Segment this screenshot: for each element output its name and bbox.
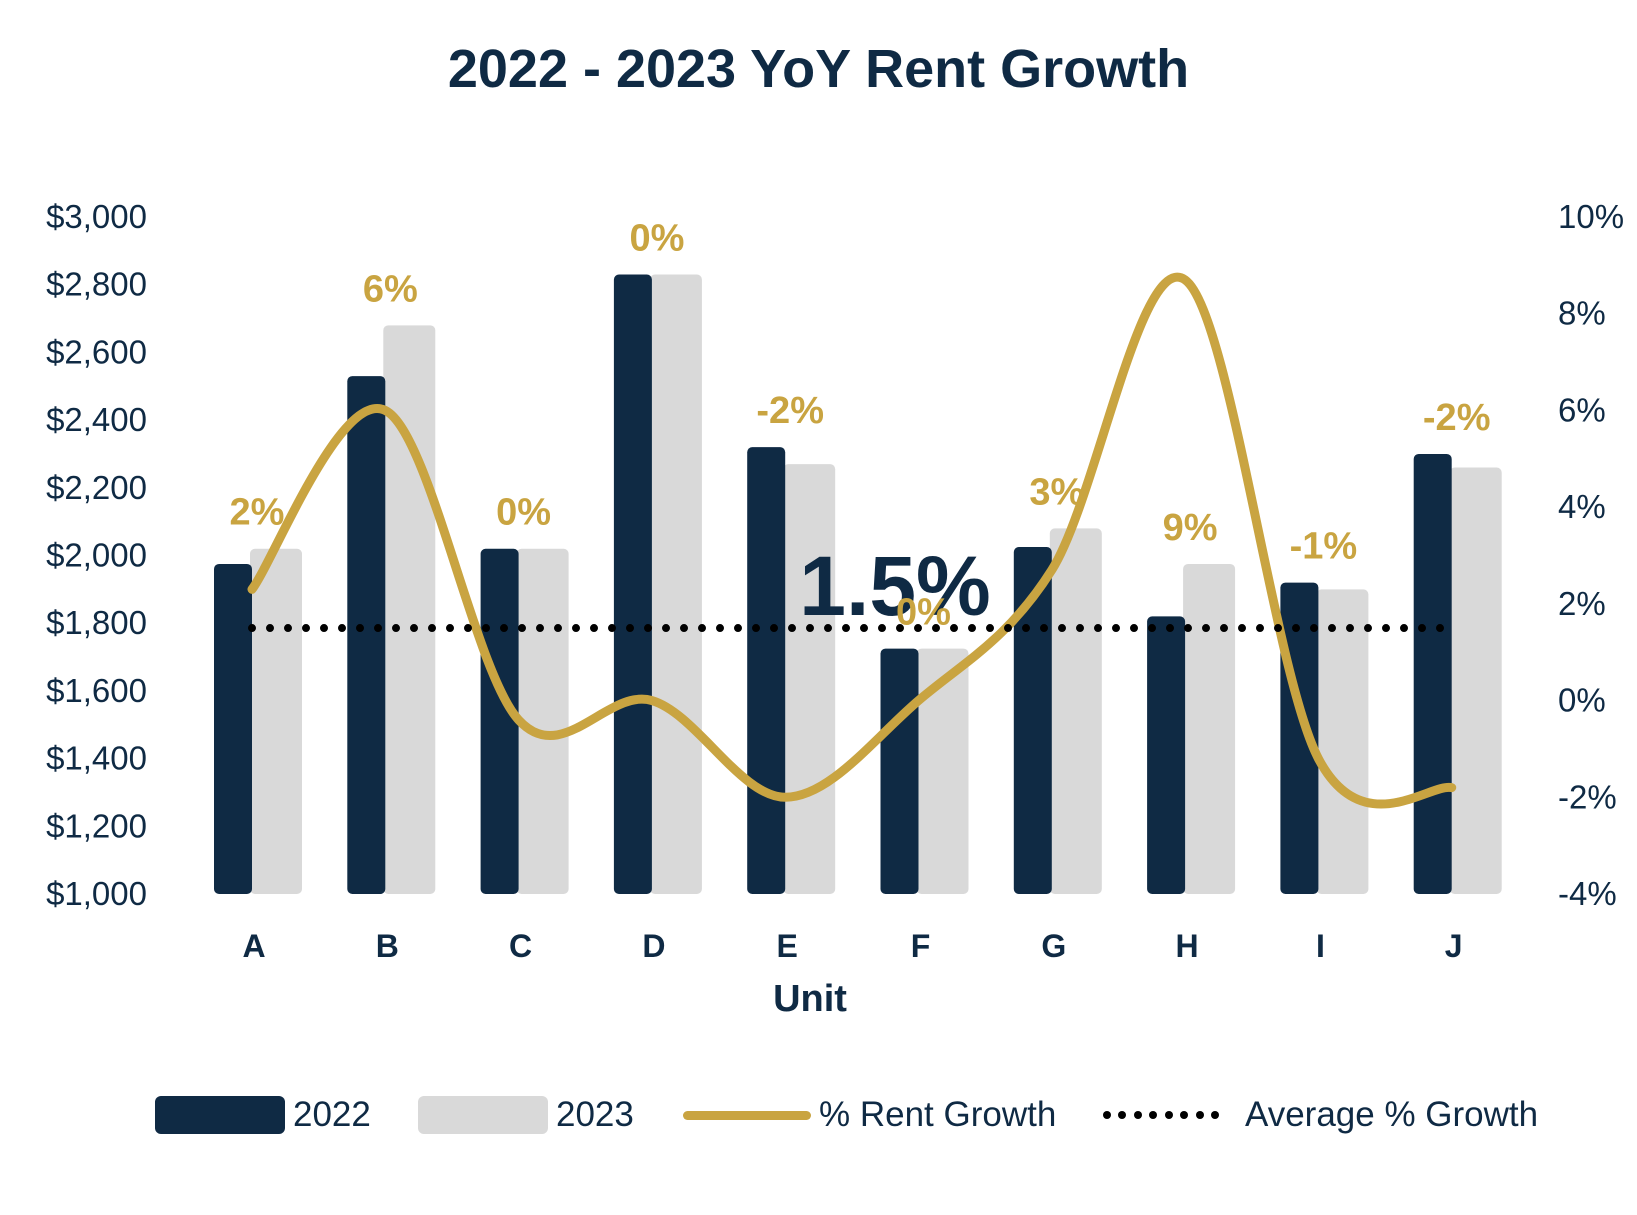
legend-swatch-average — [1103, 1110, 1219, 1120]
legend-item-average: Average % Growth — [1103, 1090, 1538, 1140]
right-axis-tick-label: 4% — [1558, 488, 1606, 525]
left-axis-tick-label: $3,000 — [46, 198, 147, 235]
bar-2022 — [347, 376, 386, 895]
x-axis-tick-label: A — [242, 928, 265, 964]
legend-item-2022: 2022 — [155, 1090, 371, 1140]
growth-data-label: 3% — [1029, 471, 1084, 513]
line-series: 1.5% — [247, 272, 1457, 809]
bar-2023 — [1316, 589, 1369, 894]
growth-data-labels: 2% 6% 0% 0% -2% 0% 3% 9% -1% -2% — [230, 218, 1491, 634]
x-axis-tick-label: B — [376, 928, 399, 964]
growth-data-label: -2% — [756, 390, 824, 432]
right-axis-tick-label: 0% — [1558, 682, 1606, 719]
left-axis-ticks: $1,000 $1,200 $1,400 $1,600 $1,800 $2,000 $2,2… — [46, 198, 147, 912]
bar-2023 — [516, 548, 569, 894]
growth-line — [247, 272, 1457, 809]
bar-2022 — [880, 648, 919, 894]
left-axis-tick-label: $1,200 — [46, 807, 147, 844]
x-axis-tick-label: F — [911, 928, 931, 964]
bar-2022 — [747, 447, 786, 894]
right-axis-tick-label: 2% — [1558, 585, 1606, 622]
legend-label-2023: 2023 — [556, 1095, 634, 1134]
legend-label-growth: % Rent Growth — [819, 1095, 1057, 1134]
growth-data-label: 0% — [896, 592, 951, 634]
legend-swatch-2022 — [155, 1096, 285, 1134]
bar-2022 — [1147, 616, 1186, 894]
x-axis-ticks: A B C D E F G H I J — [242, 928, 1462, 964]
legend-label-average: Average % Growth — [1245, 1095, 1539, 1134]
left-axis-tick-label: $1,400 — [46, 740, 147, 777]
right-axis-tick-label: -4% — [1558, 875, 1617, 912]
right-axis-tick-label: -2% — [1558, 778, 1617, 815]
x-axis-tick-label: I — [1316, 928, 1325, 964]
left-axis-tick-label: $1,600 — [46, 672, 147, 709]
legend: 2022 2023 % Rent Growth Average % Growth — [0, 1090, 1637, 1140]
right-axis-tick-label: 8% — [1558, 295, 1606, 332]
x-axis-tick-label: H — [1176, 928, 1199, 964]
bar-2022 — [214, 563, 252, 894]
x-axis-tick-label: E — [777, 928, 798, 964]
right-axis-ticks: -4% -2% 0% 2% 4% 6% 8% 10% — [1558, 198, 1624, 912]
bar-2022 — [1013, 547, 1052, 894]
growth-data-label: -1% — [1290, 526, 1358, 568]
bar-2023 — [783, 464, 836, 894]
legend-label-2022: 2022 — [293, 1095, 371, 1134]
legend-swatch-growth — [683, 1110, 811, 1120]
chart-title: 2022 - 2023 YoY Rent Growth — [447, 39, 1190, 99]
growth-data-label: 9% — [1163, 507, 1218, 549]
bar-2022 — [1413, 453, 1452, 894]
left-axis-tick-label: $1,000 — [46, 875, 147, 912]
left-axis-tick-label: $2,800 — [46, 266, 147, 303]
x-axis-title: Unit — [773, 978, 847, 1020]
legend-item-growth: % Rent Growth — [683, 1090, 1056, 1140]
left-axis-tick-label: $2,000 — [46, 537, 147, 574]
left-axis-tick-label: $2,200 — [46, 469, 147, 506]
growth-data-label: 2% — [230, 492, 285, 534]
bar-2022 — [613, 274, 652, 894]
legend-item-2023: 2023 — [418, 1090, 634, 1140]
growth-data-label: 6% — [363, 268, 418, 310]
bar-2023 — [1183, 563, 1236, 894]
bar-2023 — [1449, 467, 1502, 894]
bar-2023 — [250, 548, 302, 894]
legend-swatch-2023 — [418, 1096, 548, 1134]
average-value-label: 1.5% — [799, 539, 990, 633]
bar-2023 — [916, 648, 969, 894]
x-axis-tick-label: C — [509, 928, 532, 964]
right-axis-tick-label: 10% — [1558, 198, 1624, 235]
x-axis-tick-label: D — [642, 928, 665, 964]
growth-data-label: -2% — [1423, 397, 1491, 439]
left-axis-tick-label: $2,600 — [46, 333, 147, 370]
growth-data-label: 0% — [629, 218, 684, 260]
bar-2022 — [480, 548, 519, 894]
right-axis-tick-label: 6% — [1558, 391, 1606, 428]
x-axis-tick-label: G — [1041, 928, 1066, 964]
left-axis-tick-label: $2,400 — [46, 401, 147, 438]
bar-series — [214, 274, 1502, 895]
bar-2023 — [649, 274, 702, 894]
growth-data-label: 0% — [496, 492, 551, 534]
bar-2023 — [1049, 528, 1102, 894]
x-axis-tick-label: J — [1445, 928, 1463, 964]
left-axis-tick-label: $1,800 — [46, 604, 147, 641]
